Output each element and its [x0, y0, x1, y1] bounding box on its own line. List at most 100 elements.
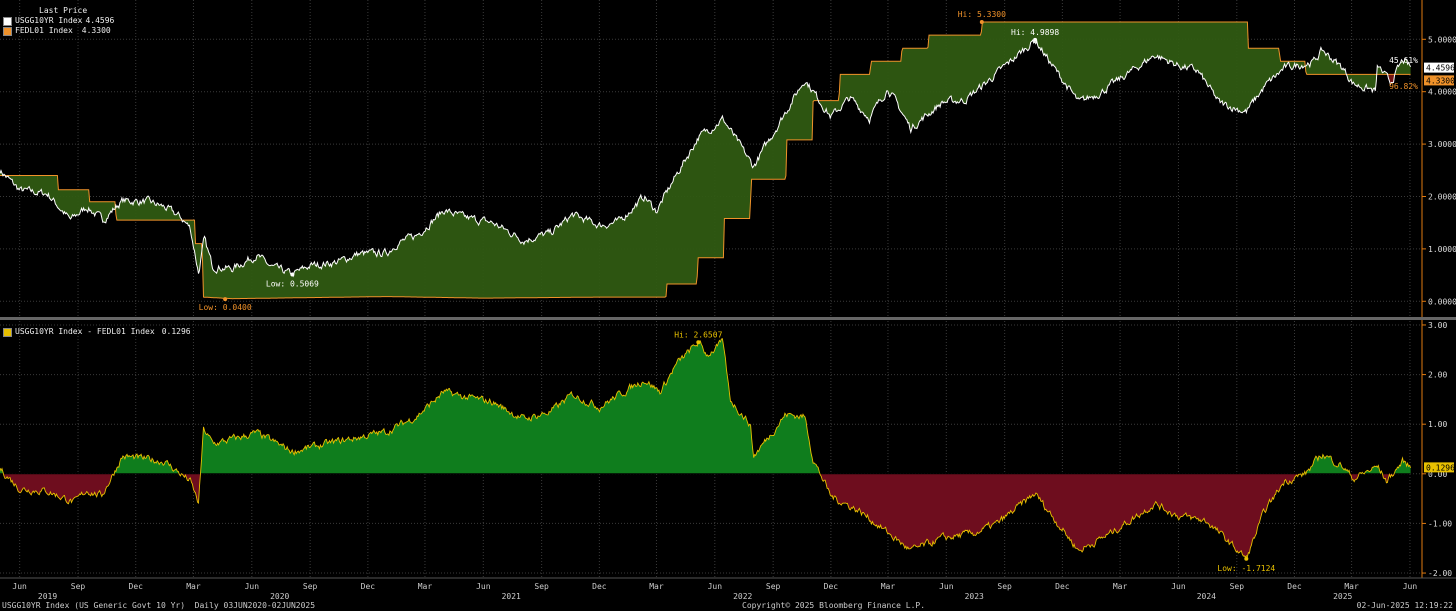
- tag-fed-bg: [1424, 75, 1454, 86]
- legend-item-fedl01: FEDL01 Index 4.3300: [3, 26, 114, 36]
- x-tick-label-0: Jun: [12, 582, 27, 591]
- hi-fed-marker: [979, 20, 984, 25]
- x-year-label-6: 2025: [1333, 592, 1352, 601]
- legend-swatch-usgg10yr: [3, 16, 12, 26]
- tag-10y: 4.4596: [1426, 64, 1455, 73]
- top-fill-seg-5: [182, 220, 203, 274]
- legend-label-spread: USGG10YR Index - FEDL01 Index: [15, 327, 155, 336]
- y-tick-label-top-4: 4.0000: [1428, 88, 1456, 97]
- x-tick-label-14: Dec: [824, 582, 839, 591]
- top-fill-seg-9: [1347, 65, 1378, 92]
- fedl01-line: [0, 21, 1411, 300]
- y-tick-label-bottom-4: 2.00: [1428, 371, 1447, 380]
- fill-areas: [0, 22, 1411, 558]
- hi-spread-label: Hi: 2.6507: [674, 330, 722, 339]
- x-tick-label-9: Sep: [534, 582, 549, 591]
- x-tick-label-17: Sep: [997, 582, 1012, 591]
- spread-line: [0, 338, 1412, 558]
- spread-area-negative: [0, 473, 1411, 558]
- hi-10y-label: Hi: 4.9898: [1011, 28, 1059, 37]
- x-tick-label-16: Jun: [939, 582, 954, 591]
- x-tick-label-20: Jun: [1171, 582, 1186, 591]
- legend-bottom: USGG10YR Index - FEDL01 Index 0.1296: [3, 327, 191, 337]
- x-year-label-5: 2024: [1197, 592, 1216, 601]
- legend-value-usgg10yr: 4.4596: [85, 16, 115, 25]
- x-tick-label-24: Jun: [1403, 582, 1418, 591]
- top-fill-seg-4: [115, 196, 183, 222]
- x-tick-label-1: Sep: [71, 582, 86, 591]
- top-fill-seg-7: [819, 22, 1306, 133]
- x-year-label-2: 2021: [502, 592, 521, 601]
- legend-swatch-fedl01: [3, 26, 12, 36]
- low-spread-label: Low: -1.7124: [1217, 564, 1275, 573]
- x-tick-label-2: Dec: [129, 582, 144, 591]
- tag-spread-bg: [1424, 462, 1454, 473]
- annotations: Hi: 5.3300 Hi: 4.9898 Low: 0.5069 Low: 0.04…: [199, 10, 1455, 573]
- y-tick-label-bottom-3: 1.00: [1428, 420, 1447, 429]
- x-tick-label-10: Dec: [592, 582, 607, 591]
- usgg10yr-line: [0, 39, 1412, 278]
- y-tick-label-top-2: 2.0000: [1428, 192, 1456, 201]
- y-tick-label-bottom-2: 0.00: [1428, 470, 1447, 479]
- footer-right: 02-Jun-2025 12:19:22: [1356, 601, 1453, 610]
- hi-fed-label: Hi: 5.3300: [958, 10, 1006, 19]
- legend-top-heading: Last Price: [39, 6, 88, 15]
- x-tick-label-23: Mar: [1344, 582, 1359, 591]
- x-tick-label-8: Jun: [476, 582, 491, 591]
- low-fed-label: Low: 0.0400: [199, 303, 252, 312]
- pct-fed-label: 96.82%: [1389, 82, 1418, 91]
- legend-value-fedl01: 4.3300: [81, 26, 111, 35]
- top-fill-seg-6: [202, 82, 820, 299]
- x-tick-label-3: Mar: [186, 582, 201, 591]
- legend-item-spread: USGG10YR Index - FEDL01 Index 0.1296: [3, 327, 191, 337]
- tag-fed: 4.3300: [1426, 76, 1455, 85]
- y-tick-label-top-3: 3.0000: [1428, 140, 1456, 149]
- x-tick-label-6: Dec: [361, 582, 376, 591]
- top-fill-seg-8: [1305, 47, 1348, 76]
- x-tick-label-15: Mar: [881, 582, 896, 591]
- y-tick-label-top-0: 0.0000: [1428, 297, 1456, 306]
- x-tick-label-21: Sep: [1230, 582, 1245, 591]
- x-tick-label-4: Jun: [245, 582, 260, 591]
- footer-left: USGG10YR Index (US Generic Govt 10 Yr) D…: [2, 601, 316, 610]
- tag-10y-bg: [1424, 62, 1454, 73]
- legend-label-fedl01: FEDL01 Index: [15, 26, 73, 35]
- legend-swatch-spread: [3, 327, 12, 337]
- hi-10y-marker: [1033, 37, 1038, 42]
- series-lines: [0, 21, 1412, 558]
- legend-item-usgg10yr: USGG10YR Index 4.4596: [3, 16, 114, 26]
- y-tick-label-bottom-0: -2.00: [1428, 569, 1452, 578]
- footer-center: Copyright© 2025 Bloomberg Finance L.P.: [742, 601, 926, 610]
- x-year-label-4: 2023: [965, 592, 984, 601]
- x-tick-label-13: Sep: [766, 582, 781, 591]
- hi-spread-marker: [696, 340, 701, 345]
- x-tick-label-5: Sep: [303, 582, 318, 591]
- low-10y-marker: [290, 272, 295, 277]
- x-tick-label-7: Mar: [418, 582, 433, 591]
- low-spread-marker: [1244, 556, 1249, 561]
- y-tick-label-top-5: 5.0000: [1428, 35, 1456, 44]
- x-year-label-3: 2022: [733, 592, 752, 601]
- y-tick-label-bottom-5: 3.00: [1428, 321, 1447, 330]
- legend-value-spread: 0.1296: [161, 327, 191, 336]
- panel-separator: [0, 317, 1456, 320]
- pct-10y-label: 45.61%: [1389, 56, 1418, 65]
- x-tick-label-22: Dec: [1287, 582, 1302, 591]
- spread-area-positive: [0, 338, 1411, 474]
- x-tick-label-11: Mar: [649, 582, 664, 591]
- low-10y-label: Low: 0.5069: [266, 280, 319, 289]
- top-fill-seg-3: [6, 175, 116, 223]
- x-tick-label-19: Mar: [1113, 582, 1128, 591]
- legend-top: Last Price USGG10YR Index 4.4596 FEDL01 …: [3, 6, 114, 36]
- legend-label-usgg10yr: USGG10YR Index: [15, 16, 83, 25]
- x-tick-label-18: Dec: [1055, 582, 1070, 591]
- low-fed-marker: [223, 297, 228, 302]
- top-fill-seg-10: [1377, 65, 1389, 79]
- y-tick-label-bottom-1: -1.00: [1428, 519, 1452, 528]
- x-year-label-0: 2019: [38, 592, 57, 601]
- y-tick-label-top-1: 1.0000: [1428, 245, 1456, 254]
- x-year-label-1: 2020: [270, 592, 289, 601]
- tag-spread: 0.1296: [1426, 463, 1455, 472]
